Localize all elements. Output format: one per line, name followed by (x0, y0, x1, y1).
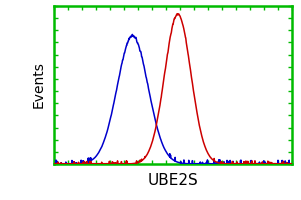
X-axis label: UBE2S: UBE2S (148, 173, 198, 188)
Y-axis label: Events: Events (31, 62, 45, 108)
